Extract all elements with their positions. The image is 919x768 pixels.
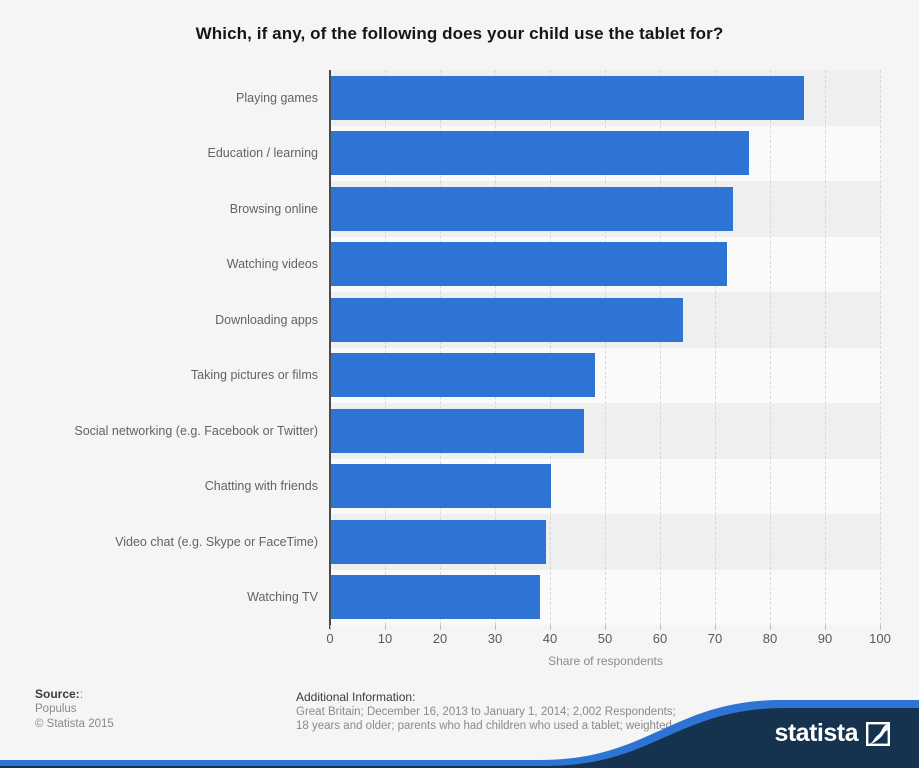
tick-label: 20 <box>432 631 448 646</box>
additional-info-block: Additional Information: Great Britain; D… <box>296 690 676 734</box>
bar-browsing-online <box>331 186 733 231</box>
category-label: Watching TV <box>247 590 318 605</box>
category-label: Downloading apps <box>215 312 318 327</box>
tick-label: 30 <box>487 631 503 646</box>
bar-video-chat-e-g-skype-or-facetime <box>331 519 546 564</box>
tick-mark <box>825 625 826 630</box>
bar-social-networking-e-g-facebook-or-twitter <box>331 408 584 453</box>
tick-label: 0 <box>326 631 334 646</box>
category-label: Taking pictures or films <box>190 368 318 383</box>
bar-watching-tv <box>331 575 540 620</box>
gridline <box>605 70 606 625</box>
tick-mark <box>495 625 496 630</box>
gridline <box>550 70 551 625</box>
bar-watching-videos <box>331 242 727 287</box>
gridline <box>825 70 826 625</box>
tick-mark <box>330 625 331 630</box>
category-label: Playing games <box>236 90 318 105</box>
gridline <box>385 70 386 625</box>
additional-info-label: Additional Information: <box>296 690 416 704</box>
brand-wave-decoration <box>0 700 919 768</box>
gridline <box>770 70 771 625</box>
category-label: Video chat (e.g. Skype or FaceTime) <box>115 534 318 549</box>
tick-mark <box>660 625 661 630</box>
y-axis-line <box>329 70 331 629</box>
tick-mark <box>605 625 606 630</box>
tick-label: 80 <box>762 631 778 646</box>
tick-label: 90 <box>817 631 833 646</box>
bar-education-learning <box>331 131 749 176</box>
gridline <box>715 70 716 625</box>
tick-mark <box>550 625 551 630</box>
source-line: Populus <box>35 703 77 715</box>
gridline <box>880 70 881 625</box>
gridline <box>660 70 661 625</box>
source-block: Source:: Populus © Statista 2015 <box>35 687 114 732</box>
statista-wave-icon <box>866 721 890 746</box>
copyright-line: © Statista 2015 <box>35 718 114 730</box>
tick-mark <box>770 625 771 630</box>
tick-label: 10 <box>377 631 393 646</box>
additional-info-line: 18 years and older; parents who had chil… <box>296 720 672 732</box>
statista-wordmark: statista <box>774 719 858 747</box>
bar-chatting-with-friends <box>331 464 551 509</box>
tick-mark <box>880 625 881 630</box>
plot-area <box>330 70 881 625</box>
gridline <box>495 70 496 625</box>
tick-label: 60 <box>652 631 668 646</box>
source-label: Source:: <box>35 687 84 701</box>
tick-mark <box>385 625 386 630</box>
tick-label: 70 <box>707 631 723 646</box>
category-label: Social networking (e.g. Facebook or Twit… <box>74 423 318 438</box>
bar-taking-pictures-or-films <box>331 353 595 398</box>
bar-downloading-apps <box>331 297 683 342</box>
additional-info-line: Great Britain; December 16, 2013 to Janu… <box>296 705 676 718</box>
tick-mark <box>440 625 441 630</box>
statista-logo: statista <box>774 719 890 748</box>
chart-title: Which, if any, of the following does you… <box>195 24 724 43</box>
tick-label: 50 <box>597 631 613 646</box>
tick-mark <box>715 625 716 630</box>
category-label: Browsing online <box>229 201 318 216</box>
category-label: Watching videos <box>226 257 318 272</box>
category-label: Chatting with friends <box>204 479 318 494</box>
x-axis-label: Share of respondents <box>548 654 663 668</box>
gridline <box>440 70 441 625</box>
category-label: Education / learning <box>207 146 319 161</box>
tick-label: 40 <box>542 631 558 646</box>
tick-label: 100 <box>869 631 891 646</box>
bar-playing-games <box>331 75 804 120</box>
